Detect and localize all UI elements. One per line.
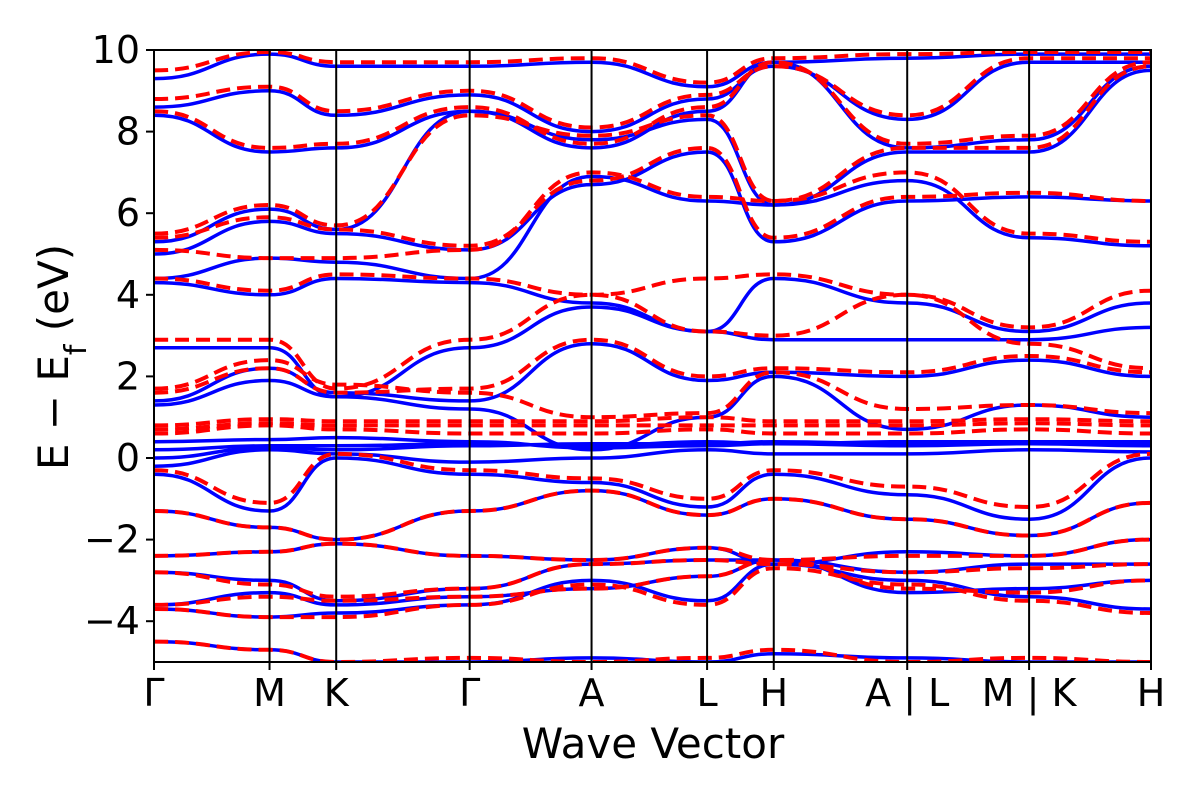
band-line [154, 60, 1151, 154]
band-line [154, 52, 1151, 89]
x-tick-label: H [759, 671, 788, 715]
band-line [154, 435, 1151, 450]
x-tick-label: M | K [982, 671, 1078, 716]
band-line [154, 145, 1151, 248]
band-line [154, 448, 1151, 468]
band-line [154, 60, 1151, 150]
band-line [154, 456, 1151, 521]
band-line [154, 276, 1151, 334]
series-dashed [154, 50, 1151, 662]
band-line [154, 566, 1151, 620]
y-axis-title-main: E − E [29, 355, 78, 470]
plot-frame [153, 49, 1152, 663]
x-tick-label: Γ [459, 671, 480, 715]
band-line [154, 557, 1151, 599]
y-tick-label: −2 [84, 518, 140, 562]
band-line [154, 537, 1151, 563]
band-line [154, 639, 1151, 662]
x-tick-label: H [1137, 671, 1166, 715]
band-line [154, 170, 1151, 261]
band-line [154, 415, 1151, 428]
x-tick-label: K [324, 671, 350, 715]
band-line [154, 358, 1151, 420]
y-axis-ticks: 10 8 6 4 2 0 −2 −4 [84, 28, 154, 643]
band-line [154, 337, 1151, 395]
y-tick-label: 8 [116, 110, 140, 154]
y-axis-title-subscript: f [59, 343, 94, 355]
x-tick-label: A [579, 671, 605, 715]
band-line [154, 423, 1151, 436]
band-line [154, 56, 1151, 130]
band-line [154, 451, 1151, 510]
band-line [154, 305, 1151, 399]
y-tick-label: 4 [116, 273, 140, 317]
plot-area [153, 49, 1152, 663]
x-tick-label: L [697, 671, 718, 715]
y-tick-label: 6 [116, 191, 140, 235]
band-line [154, 557, 1151, 607]
x-axis-title: Wave Vector [522, 719, 785, 768]
y-tick-label: 0 [116, 436, 140, 480]
x-tick-label: Γ [143, 671, 164, 715]
band-line [154, 374, 1151, 452]
band-line [154, 439, 1151, 452]
band-line [154, 421, 1151, 432]
band-line [154, 488, 1151, 542]
band-line [154, 60, 1151, 134]
band-line [154, 50, 1151, 85]
x-tick-label: A | L [865, 671, 949, 716]
band-line [154, 292, 1151, 391]
y-axis-title-unit: (eV) [29, 244, 78, 345]
x-tick-label: M [253, 671, 286, 715]
band-line [154, 272, 1151, 330]
y-tick-label: −4 [84, 599, 140, 643]
y-tick-label: 10 [92, 28, 140, 72]
y-axis-title: E − Ef (eV) [29, 244, 94, 470]
band-line [154, 150, 1151, 256]
band-line [154, 64, 1151, 236]
band-line [154, 174, 1151, 281]
bands-group [154, 50, 1151, 662]
y-tick-label: 2 [116, 354, 140, 398]
